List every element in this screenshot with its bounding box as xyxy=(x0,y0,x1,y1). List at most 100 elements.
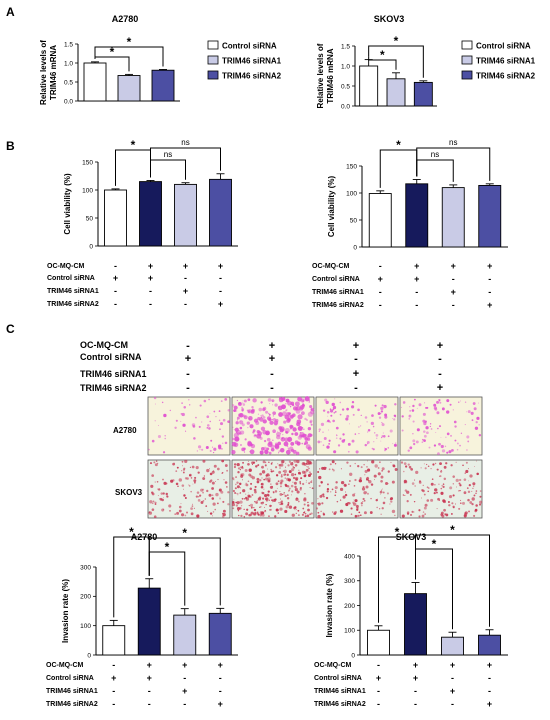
stained-cell xyxy=(409,410,412,412)
stained-cell xyxy=(268,461,270,464)
stained-cell xyxy=(231,502,236,507)
significance-bracket xyxy=(368,45,424,78)
stained-cell xyxy=(291,513,295,517)
stained-cell xyxy=(452,494,455,497)
stained-cell xyxy=(407,449,410,452)
stained-cell xyxy=(183,467,186,470)
stained-cell xyxy=(331,460,335,464)
stained-cell xyxy=(374,464,378,468)
stained-cell xyxy=(190,477,193,479)
stained-cell xyxy=(250,507,253,509)
stained-cell xyxy=(317,502,321,506)
condition-sign: + xyxy=(376,673,381,683)
stained-cell xyxy=(155,460,158,462)
bar xyxy=(478,184,502,248)
significance-bracket xyxy=(115,149,151,186)
stained-cell xyxy=(298,469,300,471)
stained-cell xyxy=(473,407,477,411)
bar xyxy=(441,187,465,248)
stained-cell xyxy=(193,437,196,440)
bar xyxy=(151,69,175,102)
stained-cell xyxy=(240,473,243,476)
stained-cell xyxy=(240,505,243,507)
stained-cell xyxy=(268,413,271,416)
stained-cell xyxy=(249,424,254,429)
stained-cell xyxy=(389,503,391,505)
stained-cell xyxy=(455,461,457,463)
stained-cell xyxy=(202,477,206,480)
stained-cell xyxy=(275,474,279,477)
stained-cell xyxy=(295,405,301,411)
stained-cell xyxy=(271,418,273,421)
stained-cell xyxy=(151,474,154,477)
y-tick-label: 0 xyxy=(89,243,93,250)
significance-label: * xyxy=(165,540,170,554)
condition-tables: OC-MQ-CM - + + + Control siRNA + + - - TRIM46 siRN… xyxy=(46,261,492,709)
stained-cell xyxy=(359,477,362,480)
stained-cell xyxy=(381,436,383,439)
stained-cell xyxy=(305,481,307,483)
stained-cell xyxy=(286,473,289,477)
stained-cell xyxy=(460,432,463,434)
stained-cell xyxy=(331,511,334,513)
stained-cell xyxy=(434,484,436,486)
condition-label: TRIM46 siRNA1 xyxy=(312,289,364,296)
stained-cell xyxy=(211,481,215,485)
bar xyxy=(368,193,392,248)
stained-cell xyxy=(326,483,329,486)
condition-sign: + xyxy=(183,261,188,271)
condition-label: TRIM46 siRNA1 xyxy=(47,288,99,295)
significance-label: * xyxy=(110,45,115,59)
stained-cell xyxy=(394,403,397,406)
stained-cell xyxy=(233,405,238,410)
stained-cell xyxy=(310,480,313,484)
stained-cell xyxy=(471,497,475,501)
condition-sign: + xyxy=(451,287,456,297)
stained-cell xyxy=(339,499,342,501)
stained-cell xyxy=(383,435,386,438)
stained-cell xyxy=(238,402,242,405)
stained-cell xyxy=(425,406,428,409)
stained-cell xyxy=(409,446,413,450)
stained-cell xyxy=(329,421,331,423)
stained-cell xyxy=(448,504,451,507)
stained-cell xyxy=(237,494,239,496)
legend-swatch xyxy=(207,55,219,65)
stained-cell xyxy=(418,509,421,512)
stained-cell xyxy=(445,513,449,517)
stained-cell xyxy=(326,411,330,414)
stained-cell xyxy=(404,494,406,496)
stained-cell xyxy=(261,513,265,517)
stained-cell xyxy=(468,483,471,487)
stained-cell xyxy=(459,444,461,447)
stained-cell xyxy=(380,440,382,442)
stained-cell xyxy=(236,419,238,421)
stained-cell xyxy=(274,443,280,449)
stained-cell xyxy=(200,488,204,492)
stained-cell xyxy=(234,436,240,442)
micrograph-tile xyxy=(231,459,315,519)
stained-cell xyxy=(392,464,395,467)
stained-cell xyxy=(349,423,350,425)
stained-cell xyxy=(242,461,244,464)
chart-title: SKOV3 xyxy=(374,14,405,24)
stained-cell xyxy=(284,494,287,498)
stained-cell xyxy=(443,465,447,469)
stained-cell xyxy=(360,425,362,427)
stained-cell xyxy=(232,500,234,502)
stained-cell xyxy=(387,483,389,485)
stained-cell xyxy=(381,467,385,471)
significance-bracket xyxy=(416,147,491,181)
stained-cell xyxy=(260,415,262,417)
condition-label: OC-MQ-CM xyxy=(312,263,349,270)
significance-bracket xyxy=(368,56,397,70)
stained-cell xyxy=(311,480,313,482)
stained-cell xyxy=(266,499,268,502)
stained-cell xyxy=(284,466,287,468)
condition-sign: - xyxy=(488,287,491,297)
stained-cell xyxy=(354,478,357,482)
stained-cell xyxy=(378,416,382,419)
stained-cell xyxy=(294,463,298,467)
stained-cell xyxy=(240,514,243,518)
condition-sign: - xyxy=(183,673,186,683)
